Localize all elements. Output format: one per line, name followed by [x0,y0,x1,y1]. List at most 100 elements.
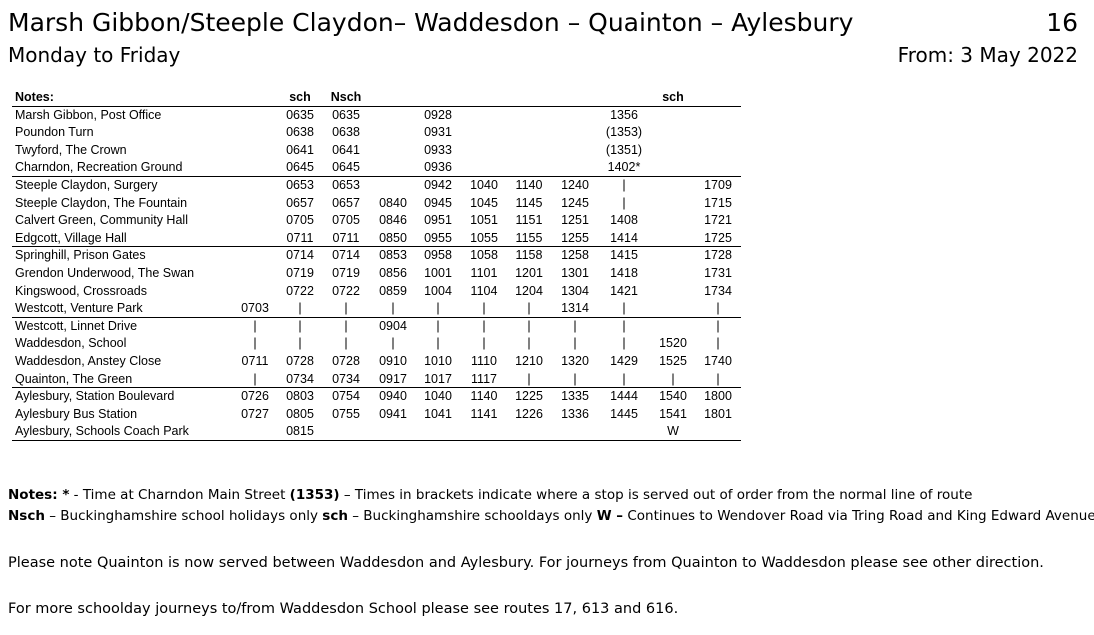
time: 1258 [561,248,589,263]
time: | [436,300,440,315]
time: 1800 [704,388,732,403]
column-note: sch [289,89,311,104]
time: 0942 [424,177,452,192]
stop-name: Charndon, Recreation Ground [15,160,183,175]
time: 1408 [610,212,638,227]
note-text: – Buckinghamshire school holidays only [44,508,323,524]
time: 0958 [424,248,452,263]
time: | [716,371,720,386]
note-text: (1353) [289,487,340,503]
stop-name: Aylesbury, Schools Coach Park [15,424,189,439]
time: 1520 [659,336,687,351]
rule [12,316,741,318]
time: 1444 [610,388,638,403]
time: 0933 [424,142,452,157]
time: 0653 [286,177,314,192]
note-text: Continues to Wendover Road via Tring Roa… [623,508,1094,524]
time: 1304 [561,283,589,298]
time: 1540 [659,388,687,403]
time: | [527,371,531,386]
time: | [716,318,720,333]
time: 1104 [470,283,498,298]
time: | [253,371,257,386]
time: 1740 [704,353,732,368]
paragraph: For more schoolday journeys to/from Wadd… [8,601,679,617]
time: | [622,177,626,192]
note-text: - Time at Charndon Main Street [69,487,290,503]
time: 1414 [610,230,638,245]
rule [12,440,741,441]
time: 0853 [379,248,407,263]
time: 0928 [424,107,452,122]
time: 1141 [470,406,498,421]
time: 0714 [332,248,360,263]
time: 0910 [379,353,407,368]
time: | [622,300,626,315]
time: 1251 [561,212,589,227]
time: 0641 [286,142,314,157]
time: 1728 [704,248,732,263]
time: 0805 [286,406,314,421]
time: 1402* [607,160,641,175]
column-note: Nsch [330,89,362,104]
time: | [716,336,720,351]
time: | [482,300,486,315]
time: 1040 [470,177,498,192]
time: 0931 [424,124,452,139]
stop-name: Aylesbury Bus Station [15,406,138,421]
time: 0904 [379,318,407,333]
time: 0719 [332,265,360,280]
time: 1117 [471,371,497,386]
time: 1541 [659,406,687,421]
stop-name: Aylesbury, Station Boulevard [15,388,175,403]
note-line: Notes: * - Time at Charndon Main Street … [8,487,972,503]
time: 0951 [424,212,452,227]
time: 0657 [332,195,360,210]
time: 0859 [379,283,407,298]
time: 0856 [379,265,407,280]
time: | [573,371,577,386]
time: 0705 [332,212,360,227]
time: 0645 [286,160,314,175]
time: | [298,336,302,351]
time: | [573,336,577,351]
time: | [622,371,626,386]
time: 1051 [470,212,498,227]
time: 0722 [332,283,360,298]
time: 0936 [424,160,452,175]
time: 1017 [424,371,452,386]
time: 1201 [515,265,543,280]
stop-name: Westcott, Linnet Drive [15,318,138,333]
time: | [344,318,348,333]
time: 0955 [424,230,452,245]
time: 1255 [561,230,589,245]
time: 1725 [704,230,732,245]
time: | [573,318,577,333]
time: 0703 [241,300,269,315]
note-text: Nsch [8,508,45,524]
time: 1101 [470,265,498,280]
time: 1040 [424,388,452,403]
time: 0840 [379,195,407,210]
time: 1301 [561,265,589,280]
note-text: Notes: * [8,487,70,503]
stop-name: Springhill, Prison Gates [15,248,146,263]
time: 1721 [704,212,732,227]
time: 0727 [241,406,269,421]
time: 0754 [332,388,360,403]
rule [12,387,741,389]
time: 1110 [471,353,497,368]
time: 1151 [515,212,543,227]
time: 1731 [704,265,732,280]
time: 0726 [241,388,269,403]
note-text: – Buckinghamshire schooldays only [347,508,597,524]
time: | [253,318,257,333]
time: 1445 [610,406,638,421]
time: 1058 [470,248,498,263]
time: | [671,371,675,386]
stop-name: Steeple Claydon, The Fountain [15,195,188,210]
time: | [298,318,302,333]
route-number: 16 [1046,8,1078,37]
rule [12,176,741,177]
time: 1041 [424,406,452,421]
